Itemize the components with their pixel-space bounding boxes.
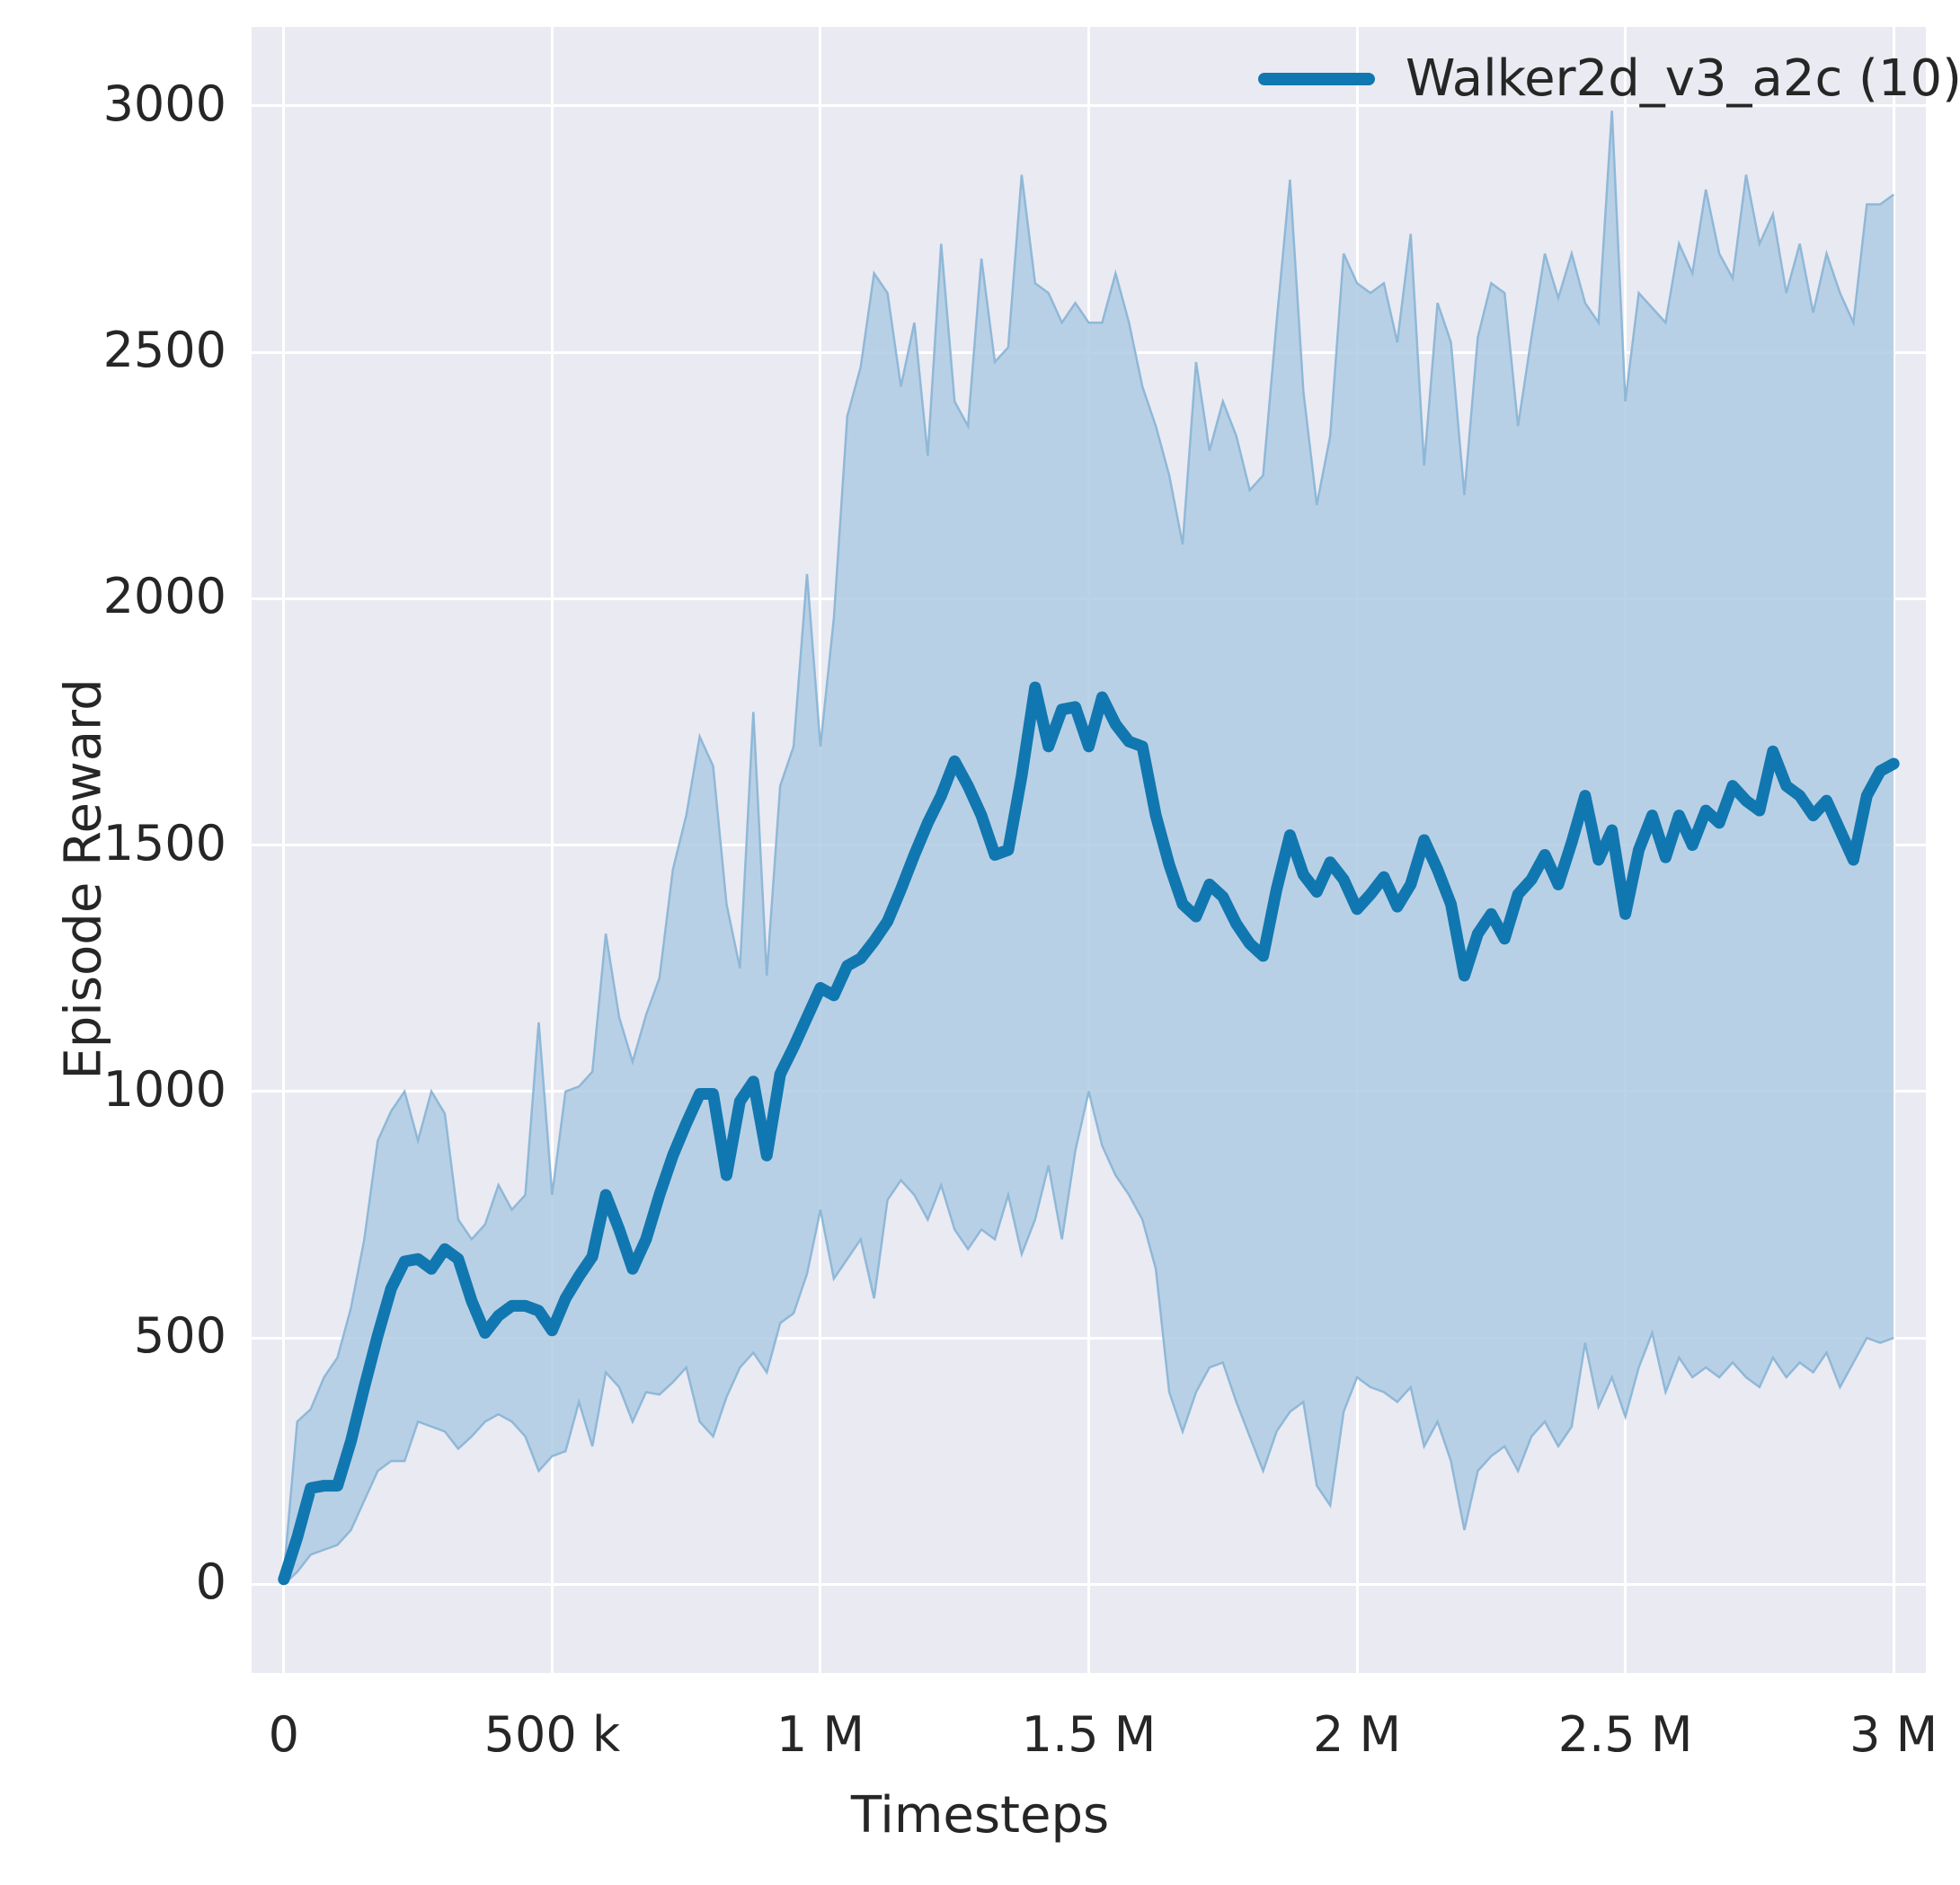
x-axis-label: Timesteps xyxy=(850,1786,1110,1845)
gridline-vertical xyxy=(1892,27,1895,1673)
legend[interactable]: Walker2d_v3_a2c (10) xyxy=(1258,49,1960,108)
y-tick-label: 2500 xyxy=(102,322,226,378)
confidence-band xyxy=(283,111,1894,1585)
x-tick-label: 1.5 M xyxy=(1021,1706,1157,1763)
confidence-band-upper-edge xyxy=(282,111,1894,1575)
x-tick-label: 500 k xyxy=(483,1706,621,1763)
y-tick-label: 1000 xyxy=(102,1060,226,1118)
legend-color-swatch xyxy=(1258,72,1375,85)
y-tick-label: 500 xyxy=(133,1307,226,1365)
confidence-band-lower-edge xyxy=(282,1091,1894,1586)
mean-line-layer xyxy=(278,681,1900,1586)
y-axis-label: Episode Reward xyxy=(54,678,113,1080)
y-tick-label: 1500 xyxy=(102,814,226,872)
gridline-vertical xyxy=(550,27,554,1673)
legend-label: Walker2d_v3_a2c (10) xyxy=(1406,49,1960,108)
x-tick-label: 2 M xyxy=(1312,1706,1402,1763)
y-tick-label: 3000 xyxy=(102,75,226,132)
confidence-band-layer xyxy=(282,111,1894,1586)
y-tick-label: 0 xyxy=(195,1553,226,1611)
plot-area xyxy=(252,27,1926,1673)
x-tick-label: 1 M xyxy=(776,1706,865,1763)
x-tick-label: 0 xyxy=(268,1706,299,1763)
y-tick-label: 2000 xyxy=(102,568,226,625)
gridline-vertical xyxy=(282,27,286,1673)
mean-line xyxy=(278,681,1900,1586)
x-tick-label: 3 M xyxy=(1849,1706,1938,1763)
x-tick-label: 2.5 M xyxy=(1557,1706,1693,1763)
